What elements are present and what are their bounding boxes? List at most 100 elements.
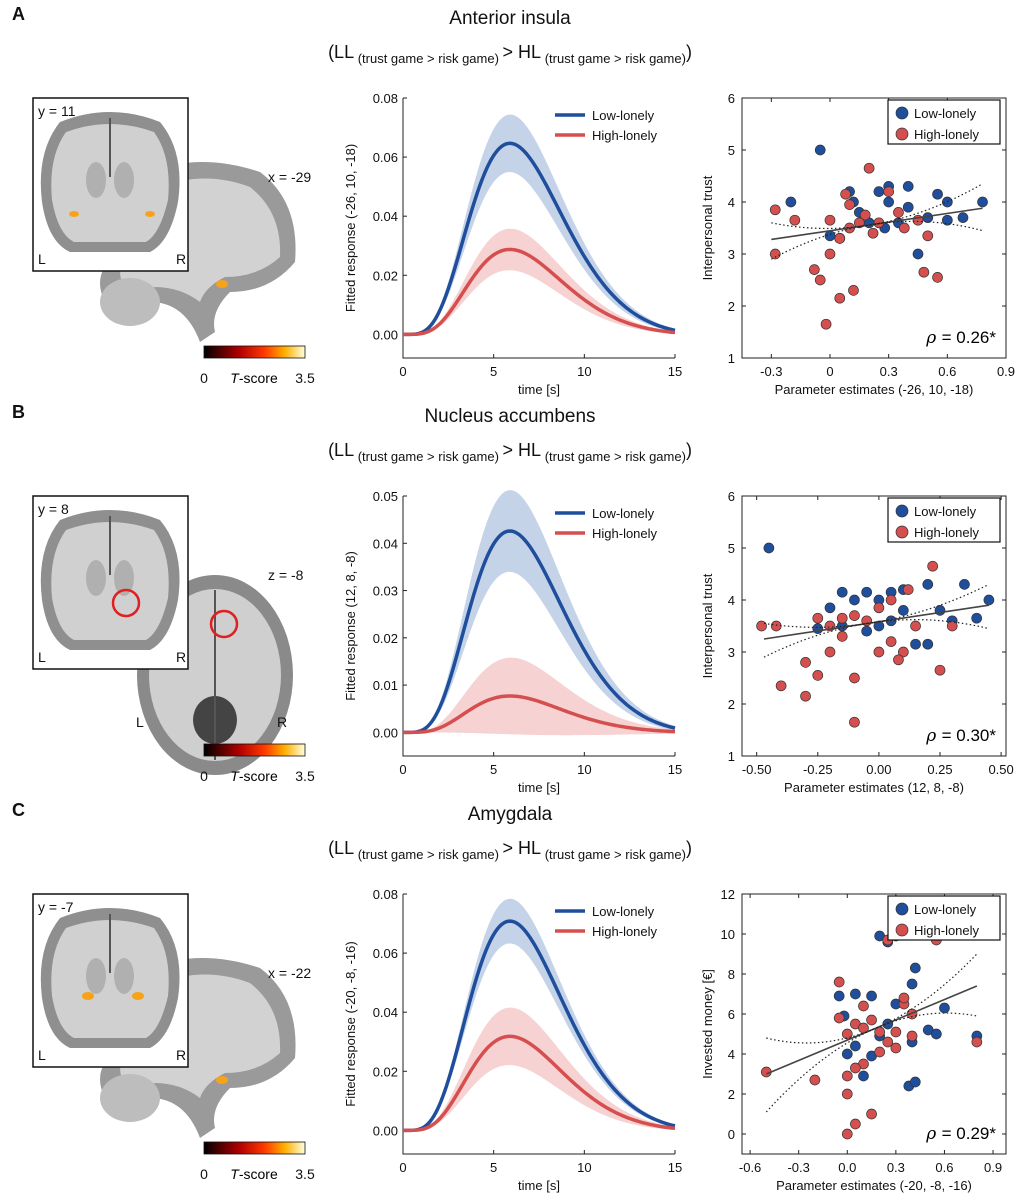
series-line bbox=[403, 247, 676, 337]
panel-graphics: z = -8L Ry = 8L R0 3.5T-score 0 5 10 150.000.01… bbox=[32, 489, 1014, 795]
data-point bbox=[841, 1088, 853, 1100]
data-point bbox=[910, 638, 921, 650]
data-point bbox=[918, 266, 930, 278]
timecourse-chart: 0 5 10 15 0.00 0.02 0.04 0.06 0.08 time [s] Fitted… bbox=[343, 91, 682, 397]
data-point bbox=[836, 612, 848, 624]
y-tick-label: 2 bbox=[728, 697, 735, 712]
data-point bbox=[927, 560, 939, 572]
data-point bbox=[910, 620, 921, 632]
data-point bbox=[814, 144, 826, 156]
data-point bbox=[833, 990, 845, 1002]
x-tick-label: 0.50 bbox=[988, 762, 1013, 777]
data-point bbox=[906, 978, 918, 990]
data-point bbox=[800, 657, 811, 668]
colorbar-max: 3.5 bbox=[295, 1166, 315, 1182]
colorbar-label: T-score bbox=[230, 768, 278, 784]
y-tick-label: 0 bbox=[728, 1127, 735, 1142]
x-tick-label: 0.0 bbox=[838, 1160, 856, 1175]
inset-coordinate: y = 11 bbox=[38, 103, 76, 119]
legend-label: High-lonely bbox=[592, 128, 658, 143]
x-tick-label: -0.25 bbox=[803, 762, 833, 777]
data-point bbox=[897, 605, 909, 616]
data-point bbox=[775, 680, 787, 692]
data-point bbox=[800, 690, 811, 702]
activation-blob bbox=[69, 211, 79, 217]
x-tick-label: 0 bbox=[826, 364, 833, 379]
ci-upper bbox=[763, 583, 990, 628]
data-point bbox=[897, 646, 909, 658]
data-point bbox=[874, 1046, 886, 1058]
data-point bbox=[820, 318, 832, 330]
series-line bbox=[403, 694, 676, 735]
data-point bbox=[866, 1014, 877, 1026]
data-point bbox=[861, 586, 873, 598]
y-tick-label: 0.02 bbox=[373, 268, 398, 283]
legend-marker bbox=[895, 525, 909, 539]
data-point bbox=[849, 594, 860, 606]
data-point bbox=[785, 196, 797, 208]
confidence-band bbox=[403, 1007, 675, 1131]
data-point bbox=[841, 1028, 853, 1040]
data-point bbox=[893, 207, 904, 218]
brain-inset bbox=[32, 97, 189, 272]
data-point bbox=[902, 584, 914, 595]
y-axis-label: Interpersonal trust bbox=[700, 175, 715, 280]
panel-graphics: x = -29y = 11L R0 3.5T-score 0 5 10 150.000.02… bbox=[32, 91, 1015, 397]
x-tick-label: 10 bbox=[577, 762, 591, 777]
y-tick-label: 0.04 bbox=[373, 209, 398, 224]
y-tick-label: 3 bbox=[728, 645, 735, 660]
data-point bbox=[959, 579, 970, 590]
y-tick-label: 0.00 bbox=[373, 327, 398, 342]
legend-label: High-lonely bbox=[914, 127, 980, 142]
x-axis-label: Parameter estimates (12, 8, -8) bbox=[784, 780, 964, 795]
y-axis-label: Interpersonal trust bbox=[700, 573, 715, 678]
y-tick-label: 5 bbox=[728, 541, 735, 556]
y-tick-label: 0.06 bbox=[373, 946, 398, 961]
x-tick-label: 5 bbox=[490, 364, 497, 379]
y-tick-label: 3 bbox=[728, 247, 735, 262]
data-point bbox=[849, 672, 860, 684]
data-point bbox=[882, 1036, 894, 1048]
x-tick-label: -0.3 bbox=[787, 1160, 809, 1175]
y-tick-label: 4 bbox=[728, 593, 735, 608]
x-tick-label: 0 bbox=[399, 762, 406, 777]
data-point bbox=[844, 199, 855, 210]
x-tick-label: -0.6 bbox=[739, 1160, 761, 1175]
y-tick-label: 0.03 bbox=[373, 584, 398, 599]
x-tick-label: -0.3 bbox=[760, 364, 782, 379]
view-coordinate: z = -8 bbox=[268, 567, 304, 583]
data-point bbox=[834, 233, 846, 244]
legend-box bbox=[887, 99, 1001, 145]
colorbar bbox=[203, 743, 306, 757]
data-point bbox=[809, 1074, 821, 1086]
series-line bbox=[403, 1034, 676, 1133]
rho-statistic: ρ = 0.26* bbox=[925, 328, 996, 348]
y-tick-label: 0.05 bbox=[373, 489, 398, 504]
confidence-band bbox=[403, 228, 675, 335]
data-point bbox=[931, 1028, 942, 1040]
x-tick-label: 15 bbox=[668, 364, 682, 379]
confidence-band bbox=[403, 114, 675, 335]
y-tick-label: 6 bbox=[728, 91, 735, 106]
data-point bbox=[941, 214, 953, 226]
y-tick-label: 0.04 bbox=[373, 536, 398, 551]
colorbar-min: 0 bbox=[200, 768, 208, 784]
activation-blob bbox=[82, 992, 94, 1000]
colorbar bbox=[203, 1141, 306, 1155]
inset-right-label: R bbox=[176, 251, 186, 267]
data-point bbox=[836, 586, 848, 598]
panel-c: C Amygdala (LL (trust game > risk game) > … bbox=[0, 798, 1020, 1193]
activation-blob bbox=[216, 1076, 228, 1084]
data-point bbox=[858, 1070, 869, 1082]
data-point bbox=[983, 594, 995, 606]
data-point bbox=[890, 1026, 902, 1038]
data-point bbox=[902, 181, 914, 192]
data-point bbox=[850, 1118, 861, 1130]
data-point bbox=[836, 631, 848, 642]
data-point bbox=[946, 620, 958, 632]
data-point bbox=[934, 664, 946, 676]
panel-label: C bbox=[12, 800, 25, 820]
activation-blob bbox=[145, 211, 155, 217]
data-point bbox=[909, 1076, 921, 1088]
y-tick-label: 0.08 bbox=[373, 887, 398, 902]
